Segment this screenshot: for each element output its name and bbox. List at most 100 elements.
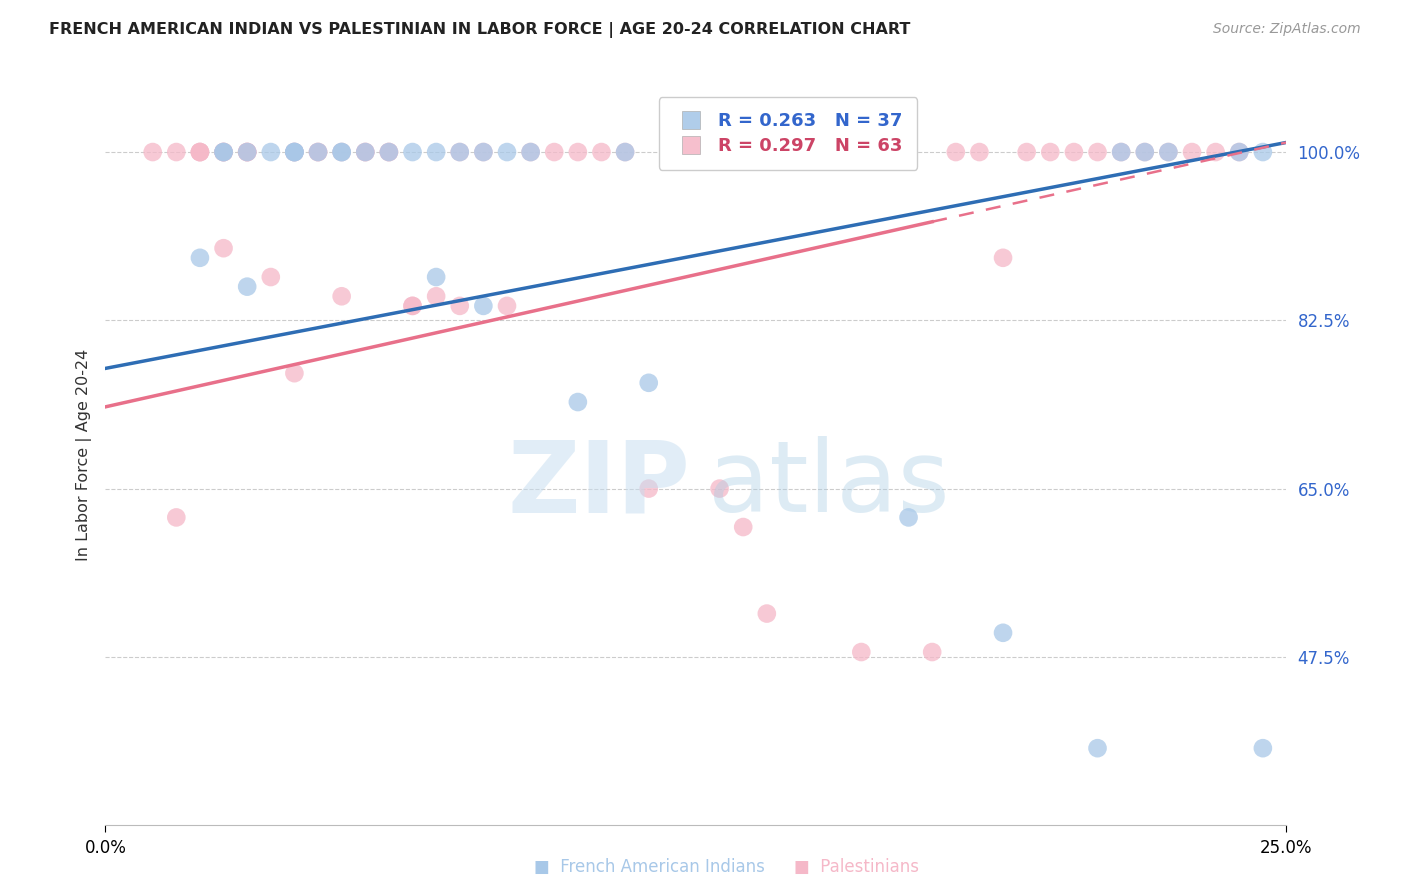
Point (425, 289, 447, 303)
Point (212, 145, 235, 159)
Point (188, 145, 211, 159)
Point (1251, 741, 1274, 756)
Point (1109, 145, 1132, 159)
Point (354, 145, 377, 159)
Point (142, 145, 165, 159)
Point (755, 145, 778, 159)
Point (543, 145, 565, 159)
Point (165, 510, 187, 524)
Point (378, 145, 401, 159)
Point (283, 145, 305, 159)
Point (519, 145, 541, 159)
Point (1087, 145, 1109, 159)
Point (991, 251, 1014, 265)
Point (283, 145, 305, 159)
Point (401, 145, 423, 159)
Point (472, 145, 495, 159)
Point (260, 145, 283, 159)
Point (307, 145, 329, 159)
Point (803, 145, 825, 159)
Point (496, 299, 519, 313)
Point (1015, 145, 1038, 159)
Point (283, 145, 305, 159)
Point (1181, 145, 1204, 159)
Point (827, 145, 849, 159)
Point (378, 145, 401, 159)
Point (188, 145, 211, 159)
Point (425, 145, 447, 159)
Point (991, 625, 1014, 640)
Text: ZIP: ZIP (508, 436, 690, 533)
Point (897, 145, 920, 159)
Point (354, 145, 377, 159)
Point (165, 145, 187, 159)
Point (449, 299, 471, 313)
Point (1251, 145, 1274, 159)
Point (1133, 145, 1156, 159)
Point (1205, 145, 1227, 159)
Point (188, 145, 211, 159)
Point (236, 145, 259, 159)
Point (685, 145, 707, 159)
Point (637, 376, 659, 390)
Point (212, 241, 235, 255)
Point (449, 145, 471, 159)
Point (1227, 145, 1250, 159)
Point (472, 299, 495, 313)
Legend: R = 0.263   N = 37, R = 0.297   N = 63: R = 0.263 N = 37, R = 0.297 N = 63 (659, 97, 917, 169)
Text: Source: ZipAtlas.com: Source: ZipAtlas.com (1213, 22, 1361, 37)
Point (354, 145, 377, 159)
Point (401, 299, 423, 313)
Point (496, 145, 519, 159)
Point (236, 279, 259, 293)
Point (236, 145, 259, 159)
Point (614, 145, 637, 159)
Point (307, 145, 329, 159)
Point (236, 145, 259, 159)
Point (283, 145, 305, 159)
Point (401, 299, 423, 313)
Text: ■  Palestinians: ■ Palestinians (794, 858, 920, 876)
Point (614, 145, 637, 159)
Point (873, 145, 896, 159)
Point (472, 145, 495, 159)
Point (1039, 145, 1062, 159)
Point (1087, 741, 1109, 756)
Text: ■  French American Indians: ■ French American Indians (534, 858, 765, 876)
Y-axis label: In Labor Force | Age 20-24: In Labor Force | Age 20-24 (76, 349, 91, 561)
Point (283, 366, 305, 380)
Point (945, 145, 967, 159)
Point (378, 145, 401, 159)
Point (921, 645, 943, 659)
Point (236, 145, 259, 159)
Point (449, 145, 471, 159)
Point (330, 145, 353, 159)
Point (851, 645, 873, 659)
Point (212, 145, 235, 159)
Point (567, 145, 589, 159)
Point (212, 145, 235, 159)
Point (212, 145, 235, 159)
Point (330, 145, 353, 159)
Point (425, 270, 447, 285)
Point (591, 145, 613, 159)
Point (637, 482, 659, 496)
Point (188, 251, 211, 265)
Point (1109, 145, 1132, 159)
Point (755, 607, 778, 621)
Point (260, 270, 283, 285)
Point (969, 145, 991, 159)
Text: atlas: atlas (707, 436, 949, 533)
Point (283, 145, 305, 159)
Point (1133, 145, 1156, 159)
Text: FRENCH AMERICAN INDIAN VS PALESTINIAN IN LABOR FORCE | AGE 20-24 CORRELATION CHA: FRENCH AMERICAN INDIAN VS PALESTINIAN IN… (49, 22, 911, 38)
Point (519, 145, 541, 159)
Point (661, 145, 683, 159)
Point (1063, 145, 1085, 159)
Point (330, 145, 353, 159)
Point (709, 482, 731, 496)
Point (1157, 145, 1180, 159)
Point (733, 520, 755, 534)
Point (1157, 145, 1180, 159)
Point (709, 145, 731, 159)
